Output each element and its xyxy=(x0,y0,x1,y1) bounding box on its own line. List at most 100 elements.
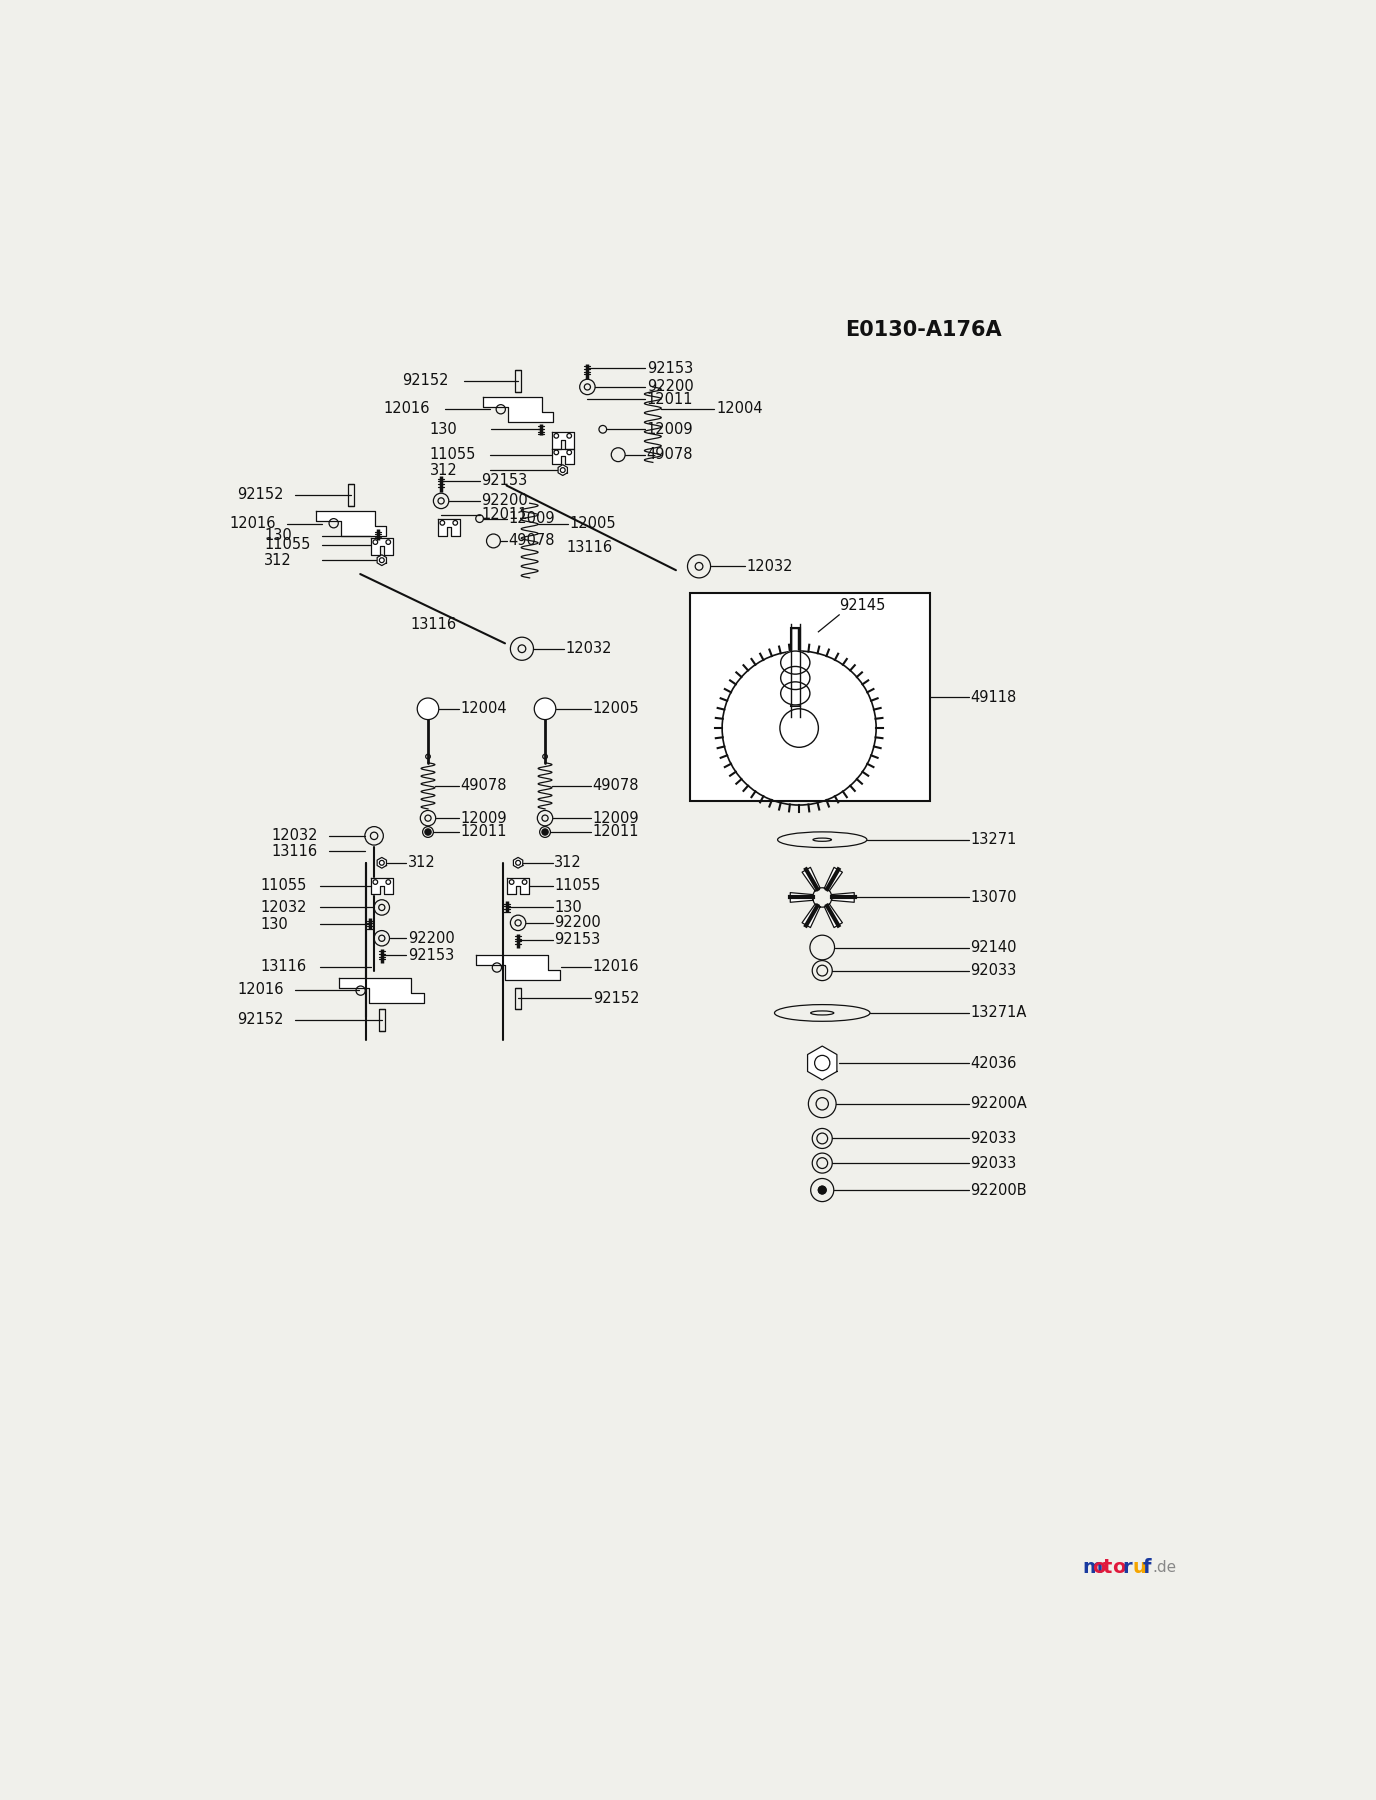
Text: 12032: 12032 xyxy=(260,900,307,914)
Text: E0130-A176A: E0130-A176A xyxy=(845,320,1002,340)
Bar xyxy=(378,1010,385,1031)
Text: 11055: 11055 xyxy=(260,878,307,893)
Polygon shape xyxy=(552,432,574,448)
Text: 13271A: 13271A xyxy=(970,1006,1026,1021)
Text: 312: 312 xyxy=(555,855,582,869)
Text: 92152: 92152 xyxy=(237,488,283,502)
Text: 49078: 49078 xyxy=(508,533,555,549)
Text: 12011: 12011 xyxy=(647,392,694,407)
Text: 42036: 42036 xyxy=(970,1055,1017,1071)
Text: 12016: 12016 xyxy=(384,401,429,416)
Text: .de: .de xyxy=(1153,1561,1176,1575)
Bar xyxy=(689,594,930,801)
Text: 12009: 12009 xyxy=(508,511,555,526)
Ellipse shape xyxy=(780,652,810,675)
Text: 12009: 12009 xyxy=(647,421,694,437)
Text: o: o xyxy=(1113,1557,1126,1577)
Text: 12016: 12016 xyxy=(237,983,283,997)
Text: 49078: 49078 xyxy=(593,778,640,794)
Polygon shape xyxy=(824,868,842,891)
Text: 92200: 92200 xyxy=(407,931,454,945)
Text: 49078: 49078 xyxy=(647,446,694,463)
Text: 92200: 92200 xyxy=(555,916,601,931)
Text: 12016: 12016 xyxy=(230,517,275,531)
Text: 12011: 12011 xyxy=(593,824,640,839)
Polygon shape xyxy=(372,538,392,554)
Polygon shape xyxy=(802,904,820,927)
Polygon shape xyxy=(808,1046,837,1080)
Text: 12009: 12009 xyxy=(461,810,506,826)
Polygon shape xyxy=(831,893,854,902)
Text: r: r xyxy=(1123,1557,1132,1577)
Text: 92153: 92153 xyxy=(647,362,694,376)
Text: 130: 130 xyxy=(264,527,292,544)
Polygon shape xyxy=(316,511,385,536)
Text: 92200: 92200 xyxy=(482,493,528,508)
Polygon shape xyxy=(377,554,387,565)
Text: 13116: 13116 xyxy=(260,959,307,974)
Text: 130: 130 xyxy=(555,900,582,914)
Text: 13116: 13116 xyxy=(567,540,612,554)
Polygon shape xyxy=(552,448,574,464)
Text: 312: 312 xyxy=(407,855,436,869)
Text: u: u xyxy=(1132,1557,1146,1577)
Text: 92152: 92152 xyxy=(593,990,640,1006)
Text: 11055: 11055 xyxy=(429,446,476,463)
Text: 92152: 92152 xyxy=(237,1012,283,1028)
Text: 13116: 13116 xyxy=(271,844,318,859)
Circle shape xyxy=(417,698,439,720)
Text: o: o xyxy=(1093,1557,1106,1577)
Text: 13070: 13070 xyxy=(970,889,1017,905)
Polygon shape xyxy=(483,398,553,421)
Text: 92145: 92145 xyxy=(839,598,886,614)
Text: 92152: 92152 xyxy=(403,373,449,389)
Text: 92033: 92033 xyxy=(970,1156,1017,1170)
Circle shape xyxy=(425,830,431,835)
Text: 12005: 12005 xyxy=(593,702,640,716)
Bar xyxy=(515,988,522,1010)
Circle shape xyxy=(534,698,556,720)
Text: 92033: 92033 xyxy=(970,963,1017,977)
Text: 92200A: 92200A xyxy=(970,1096,1026,1111)
Text: 11055: 11055 xyxy=(264,536,311,553)
Text: 130: 130 xyxy=(429,421,457,437)
Polygon shape xyxy=(340,979,424,1003)
Text: t: t xyxy=(1102,1557,1112,1577)
Text: 312: 312 xyxy=(429,463,457,477)
Polygon shape xyxy=(438,518,460,536)
Text: 12032: 12032 xyxy=(566,641,612,657)
Polygon shape xyxy=(372,878,392,893)
Polygon shape xyxy=(377,857,387,868)
Ellipse shape xyxy=(780,666,810,689)
Text: 92153: 92153 xyxy=(407,947,454,963)
Ellipse shape xyxy=(780,682,810,706)
Circle shape xyxy=(542,830,548,835)
Text: 130: 130 xyxy=(260,916,288,932)
Text: 12004: 12004 xyxy=(461,702,506,716)
Polygon shape xyxy=(790,893,813,902)
Text: 92153: 92153 xyxy=(482,473,527,488)
Text: 13116: 13116 xyxy=(410,617,457,632)
Polygon shape xyxy=(559,464,567,475)
Text: 49078: 49078 xyxy=(461,778,506,794)
Text: 12032: 12032 xyxy=(271,828,318,844)
Text: 12032: 12032 xyxy=(747,558,794,574)
Text: 12011: 12011 xyxy=(482,508,527,522)
Text: 12011: 12011 xyxy=(461,824,506,839)
Text: 13271: 13271 xyxy=(970,832,1017,848)
Text: 92033: 92033 xyxy=(970,1130,1017,1147)
Text: 12005: 12005 xyxy=(570,517,616,531)
Polygon shape xyxy=(824,904,842,927)
Bar xyxy=(348,484,354,506)
Text: 312: 312 xyxy=(264,553,292,567)
Text: 12004: 12004 xyxy=(716,401,762,416)
Circle shape xyxy=(819,1186,826,1193)
Polygon shape xyxy=(476,956,560,979)
Text: 92153: 92153 xyxy=(555,932,600,947)
Text: m: m xyxy=(1083,1557,1102,1577)
Text: 11055: 11055 xyxy=(555,878,601,893)
Text: 49118: 49118 xyxy=(970,689,1017,706)
Text: 12016: 12016 xyxy=(593,959,640,974)
Text: 92200: 92200 xyxy=(647,380,694,394)
Bar xyxy=(515,371,522,392)
